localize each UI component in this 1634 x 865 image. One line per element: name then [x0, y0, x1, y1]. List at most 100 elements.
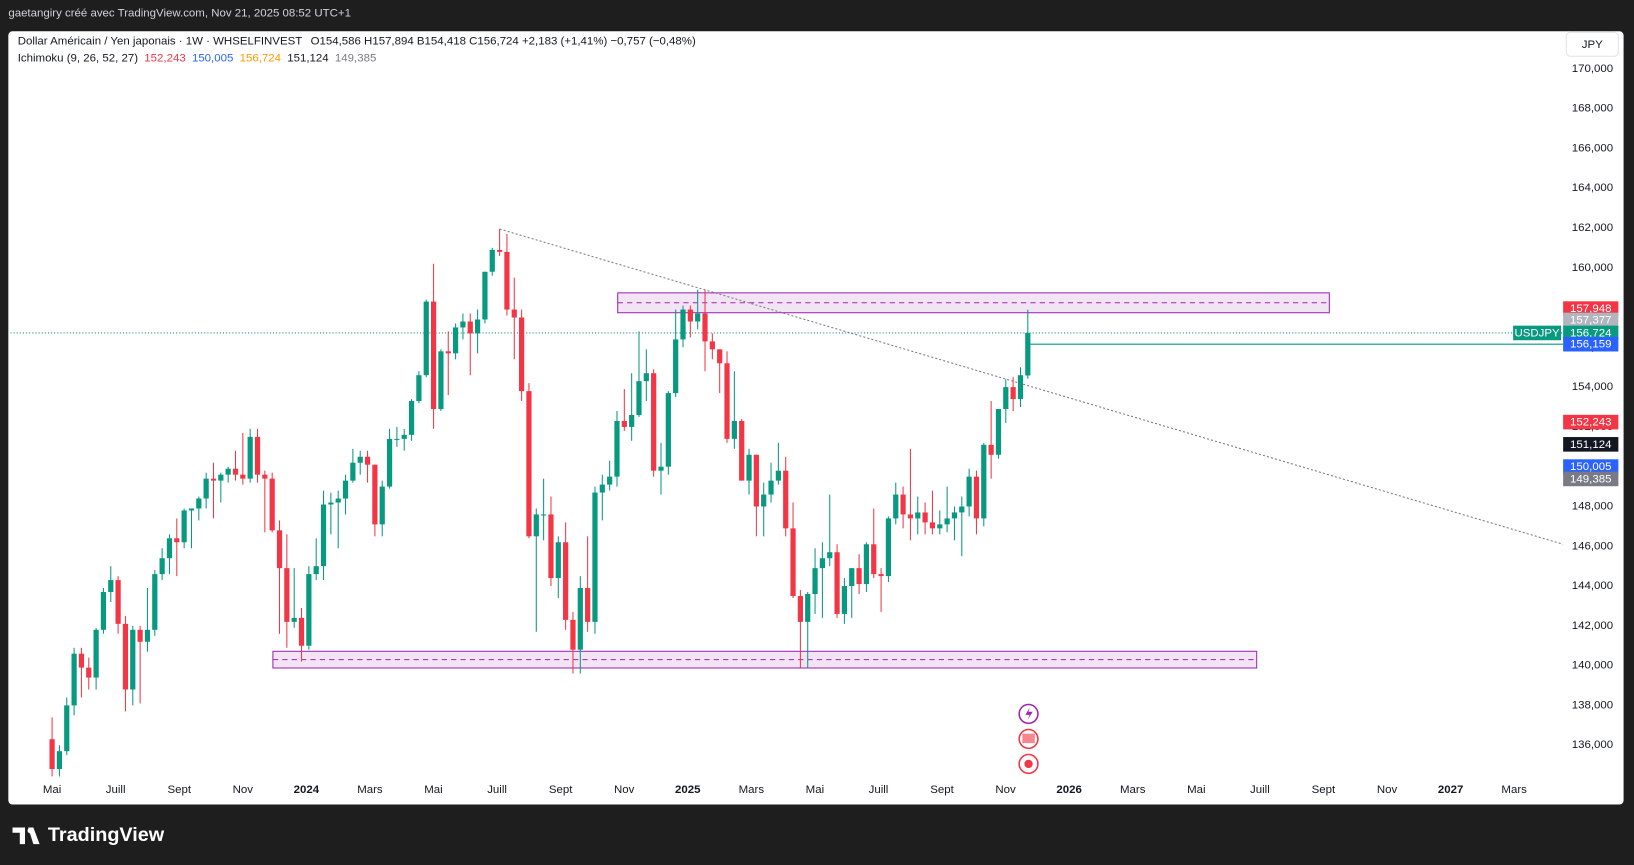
symbol-title: Dollar Américain / Yen japonais · 1W · W…: [18, 36, 303, 48]
x-tick-label: Sept: [1312, 784, 1336, 796]
price-label: 150,005: [1570, 461, 1611, 473]
candle-body: [563, 542, 569, 620]
logo-mark: [27, 827, 33, 834]
x-tick-label: Mai: [806, 784, 824, 796]
candle-body: [849, 568, 855, 587]
ohlc-text: O154,586 H157,894 B154,418 C156,724 +2,1…: [311, 36, 696, 48]
candle-body: [408, 401, 415, 435]
price-label-box: [1563, 459, 1619, 474]
candle-body: [929, 522, 936, 529]
candle-body: [643, 373, 649, 382]
candle-body: [100, 592, 107, 630]
candle-body: [900, 494, 906, 515]
price-axis: 136,000 138,000 140,000 142,000 144,000 146,0…: [1513, 63, 1619, 751]
price-label-box: [1563, 301, 1619, 316]
candle-body: [298, 617, 305, 646]
y-tick-label: 160,000: [1572, 262, 1613, 274]
price-label: 151,124: [1570, 439, 1612, 451]
candle-body: [1025, 332, 1031, 376]
candle-body: [783, 470, 789, 529]
x-tick-label: Mai: [424, 784, 442, 796]
candle-body: [320, 504, 327, 567]
x-tick-label: Mai: [43, 784, 61, 796]
x-tick-label: Sept: [167, 784, 191, 796]
candle-body: [614, 420, 620, 477]
candle-body: [555, 542, 561, 579]
trendline: [499, 228, 1564, 545]
candle-body: [607, 476, 613, 485]
candle-body: [731, 420, 737, 439]
candle-body: [401, 434, 407, 439]
candle-body: [240, 474, 246, 479]
x-tick-label: 2027: [1438, 784, 1463, 796]
top-bar-text: gaetangiry créé avec TradingView.com, No…: [8, 8, 351, 20]
candle-body: [519, 317, 525, 392]
candle-body: [269, 478, 275, 531]
candle-body: [937, 524, 943, 529]
y-tick-label: 142,000: [1572, 620, 1613, 632]
candle-body: [995, 409, 1002, 455]
candle-body: [254, 436, 261, 475]
y-tick-label: 140,000: [1572, 660, 1613, 672]
x-tick-label: Mars: [1501, 784, 1527, 796]
candle-body: [768, 480, 774, 495]
candle-body: [673, 339, 679, 394]
event-icons: [1018, 703, 1039, 775]
x-tick-label: Juill: [1250, 784, 1270, 796]
price-label: 152,243: [1570, 417, 1611, 429]
candle-body: [467, 321, 473, 334]
candle-body: [724, 363, 730, 439]
candle-body: [973, 476, 980, 519]
candle-body: [262, 474, 268, 479]
candle-body: [790, 528, 796, 596]
candle-body: [225, 468, 231, 475]
candle-body: [56, 751, 63, 770]
candle-body: [592, 492, 598, 622]
candle-body: [364, 456, 371, 465]
candle-body: [621, 420, 627, 427]
x-tick-label: Juill: [487, 784, 507, 796]
candle-body: [350, 462, 356, 481]
candle-body: [218, 474, 224, 481]
candle-body: [306, 574, 312, 646]
y-tick-label: 170,000: [1572, 63, 1613, 75]
candle-body: [695, 313, 701, 322]
candle-body: [907, 514, 914, 519]
currency-button[interactable]: [1565, 31, 1619, 57]
candle-body: [86, 667, 92, 678]
indicator-value: 150,005: [192, 52, 233, 64]
y-tick-label: 166,000: [1572, 142, 1613, 154]
currency-label[interactable]: JPY: [1582, 39, 1603, 51]
candle-body: [717, 349, 723, 364]
candle-body: [174, 538, 180, 543]
y-tick-label: 164,000: [1572, 182, 1613, 194]
candle-body: [137, 629, 143, 642]
candle-body: [188, 508, 195, 511]
price-label-box: [1563, 437, 1619, 452]
candle-body: [159, 558, 165, 575]
x-tick-label: 2026: [1056, 784, 1081, 796]
candle-body: [951, 512, 958, 519]
candle-body: [394, 438, 400, 440]
candle-body: [115, 580, 121, 624]
candle-body: [893, 494, 899, 519]
candle-body: [108, 580, 114, 593]
candle-body: [834, 552, 840, 614]
candle-body: [651, 373, 657, 471]
candle-body: [71, 653, 77, 706]
y-tick-label: 148,000: [1572, 501, 1613, 513]
candle-body: [379, 486, 385, 525]
candle-body: [460, 321, 466, 328]
candle-body: [357, 456, 363, 463]
price-label-box: [1563, 312, 1619, 328]
y-tick-label: 136,000: [1572, 739, 1613, 751]
indicator-line: Ichimoku (9, 26, 52, 27) 152,243 150,005 15…: [18, 52, 377, 64]
candle-body: [981, 444, 987, 519]
candle-body: [232, 468, 239, 475]
candle-body: [496, 249, 503, 252]
candle-body: [342, 480, 349, 499]
candle-body: [438, 351, 444, 410]
candle-body: [430, 301, 437, 410]
y-tick-label: 144,000: [1572, 580, 1613, 592]
price-label-box: [1563, 336, 1619, 352]
